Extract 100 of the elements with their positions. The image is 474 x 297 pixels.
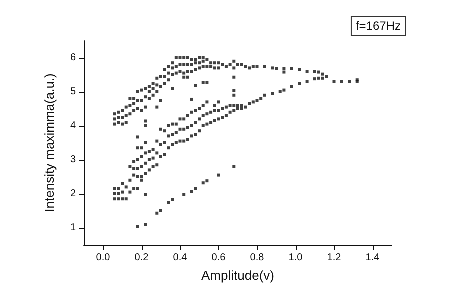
point [278,90,282,94]
point [232,109,236,112]
x-tick-label: 1.2 [327,252,342,264]
point [194,84,198,88]
point [217,62,220,65]
point [306,70,309,74]
point [144,124,148,128]
x-tick-label: 0.2 [134,252,150,264]
point [194,187,198,190]
point [182,193,186,196]
point [124,186,128,189]
point [236,63,240,66]
point [240,104,244,108]
y-tick-label: 4 [70,120,76,132]
point [290,85,294,88]
point [232,89,236,92]
point [260,97,263,100]
point [228,110,232,114]
point [348,80,352,84]
point [248,66,252,70]
point [217,174,220,177]
point [232,104,236,108]
point [182,76,186,79]
point [240,108,244,110]
point [202,81,205,84]
x-tick-label: 1.4 [366,252,380,264]
point [206,58,209,62]
point [140,155,144,158]
point [317,76,320,80]
point [140,176,144,178]
point [186,76,190,79]
point [332,80,336,84]
point [232,66,236,70]
point [190,190,194,194]
y-axis-title: Intensity maximma(a.u.) [42,74,57,212]
point [271,92,274,96]
point [314,70,316,74]
point [282,67,286,70]
point [221,108,224,110]
point [140,178,144,182]
point [206,180,209,183]
point [224,106,228,109]
point [136,136,140,139]
point [144,142,148,144]
point [244,65,248,68]
point [136,158,140,162]
y-tick-label: 3 [70,154,76,166]
point [124,198,128,201]
point [252,100,255,104]
point [275,67,278,70]
point [228,104,232,108]
point [160,210,162,212]
point [136,146,140,150]
point [232,94,236,97]
y-tick-label: 2 [70,188,76,200]
x-tick-label: 1.0 [288,252,304,264]
point [321,76,324,80]
point [140,146,144,150]
point [144,193,148,196]
x-tick-label: 0.4 [173,252,188,264]
point [136,167,140,170]
point [144,120,148,123]
point [228,63,232,66]
point [206,65,209,68]
point [210,65,213,68]
point [256,65,259,68]
point [221,116,224,119]
point [236,104,240,108]
point [206,81,209,84]
point [240,63,244,66]
point [263,65,266,68]
point [232,165,236,168]
point [290,67,294,70]
point [340,80,344,84]
point [132,187,136,190]
point [252,65,255,68]
point [236,108,240,110]
point [298,82,302,85]
point [136,225,140,228]
point [210,62,213,65]
y-tick-label: 1 [70,222,76,234]
point [167,201,170,204]
y-tick-label: 6 [70,52,76,64]
point [213,62,216,65]
point [248,102,252,106]
point [190,98,194,101]
point [217,66,220,70]
point [306,80,309,84]
text: f=167Hz [356,19,401,33]
point [232,60,236,63]
point [156,212,159,215]
point [298,68,302,72]
point [210,121,213,124]
x-tick-label: 0.0 [96,252,111,264]
x-axis-title: Amplitude(v) [202,268,274,283]
y-tick-label: 5 [70,86,76,98]
point [136,176,140,178]
point [171,87,174,90]
point [317,70,320,74]
point [282,70,286,74]
